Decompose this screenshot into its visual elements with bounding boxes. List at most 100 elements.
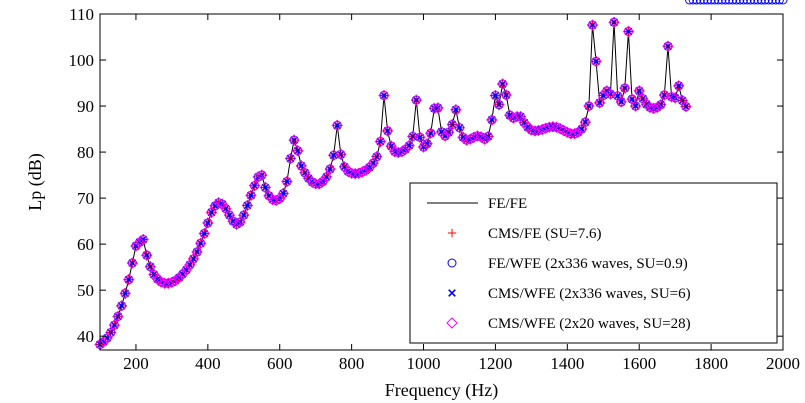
- data-point: [706, 0, 716, 5]
- data-point: [688, 0, 698, 5]
- data-point: [417, 141, 430, 153]
- data-point: [385, 140, 397, 152]
- data-point: [749, 0, 759, 5]
- data-point: [403, 139, 415, 152]
- data-point: [685, 0, 695, 5]
- data-point: [329, 150, 339, 160]
- data-point: [579, 116, 591, 128]
- data-point: [663, 41, 673, 51]
- data-point: [256, 169, 268, 181]
- data-point: [728, 0, 738, 5]
- data-point: [500, 89, 512, 101]
- data-point: [202, 217, 214, 229]
- data-point: [478, 133, 491, 145]
- data-point: [615, 96, 627, 108]
- y-tick-label: 70: [77, 189, 94, 208]
- data-point: [593, 97, 606, 109]
- data-point: [117, 301, 127, 311]
- x-tick-label: 600: [267, 354, 293, 373]
- data-point: [695, 0, 705, 5]
- data-point: [771, 0, 781, 5]
- data-point: [113, 311, 123, 321]
- data-point: [619, 82, 631, 94]
- data-point: [442, 126, 455, 138]
- data-point: [191, 246, 203, 258]
- data-point: [501, 90, 511, 100]
- y-tick-label: 50: [77, 281, 94, 300]
- data-point: [717, 0, 727, 5]
- data-point: [360, 164, 372, 176]
- data-point: [511, 110, 523, 123]
- data-point: [250, 181, 260, 191]
- data-point: [411, 95, 421, 105]
- legend-entry-label: FE/WFE (2x336 waves, SU=0.9): [488, 256, 688, 272]
- data-point: [760, 0, 770, 5]
- data-point: [507, 112, 520, 124]
- data-point: [453, 121, 466, 134]
- data-point: [421, 138, 433, 150]
- data-point: [115, 300, 128, 312]
- data-point: [558, 124, 570, 137]
- data-point: [212, 197, 225, 209]
- data-point: [145, 262, 155, 272]
- data-point: [674, 81, 684, 91]
- data-point: [342, 165, 354, 178]
- data-point: [493, 98, 505, 111]
- data-point: [738, 0, 748, 5]
- data-point: [525, 124, 538, 136]
- data-point: [142, 250, 152, 260]
- chart-marks: [95, 0, 788, 351]
- legend-entry-label: CMS/WFE (2x20 waves, SU=28): [488, 316, 691, 332]
- data-point: [123, 273, 135, 286]
- data-point: [609, 17, 619, 27]
- data-point: [471, 130, 484, 142]
- data-point: [245, 189, 257, 202]
- data-point: [325, 164, 335, 174]
- data-point: [375, 136, 385, 146]
- data-point: [692, 0, 702, 5]
- data-point: [281, 175, 293, 188]
- data-point: [426, 128, 436, 138]
- data-point: [176, 268, 189, 280]
- data-point: [288, 134, 300, 146]
- data-point: [731, 0, 741, 5]
- data-point: [203, 218, 213, 228]
- data-point: [133, 236, 146, 249]
- data-point: [335, 148, 347, 161]
- data-point: [489, 89, 502, 102]
- data-point: [586, 19, 599, 31]
- data-point: [374, 135, 387, 148]
- data-point: [428, 102, 441, 115]
- x-axis-title: Frequency (Hz): [385, 380, 498, 401]
- data-point: [399, 143, 412, 156]
- data-point: [487, 115, 497, 125]
- data-point: [126, 257, 139, 269]
- data-point: [572, 126, 584, 138]
- data-point: [274, 192, 286, 205]
- data-point: [604, 88, 617, 100]
- data-point: [299, 167, 311, 179]
- data-point: [284, 152, 297, 165]
- data-point: [292, 144, 304, 157]
- data-point: [199, 229, 209, 239]
- x-tick-label: 2000: [766, 354, 800, 373]
- x-tick-label: 800: [339, 354, 365, 373]
- data-point: [252, 171, 264, 183]
- data-point: [383, 126, 393, 136]
- x-tick-label: 1800: [694, 354, 728, 373]
- data-point: [246, 190, 256, 200]
- data-point: [724, 0, 734, 5]
- y-tick-label: 40: [77, 327, 94, 346]
- data-point: [137, 233, 149, 246]
- data-point: [746, 0, 756, 5]
- data-point: [735, 0, 745, 5]
- data-point: [259, 181, 272, 194]
- data-point: [270, 194, 282, 207]
- data-point: [590, 55, 602, 68]
- data-point: [241, 199, 254, 212]
- data-point: [673, 80, 685, 92]
- data-point: [597, 89, 609, 102]
- data-point: [408, 131, 418, 141]
- data-point: [778, 0, 788, 5]
- data-point: [584, 101, 594, 111]
